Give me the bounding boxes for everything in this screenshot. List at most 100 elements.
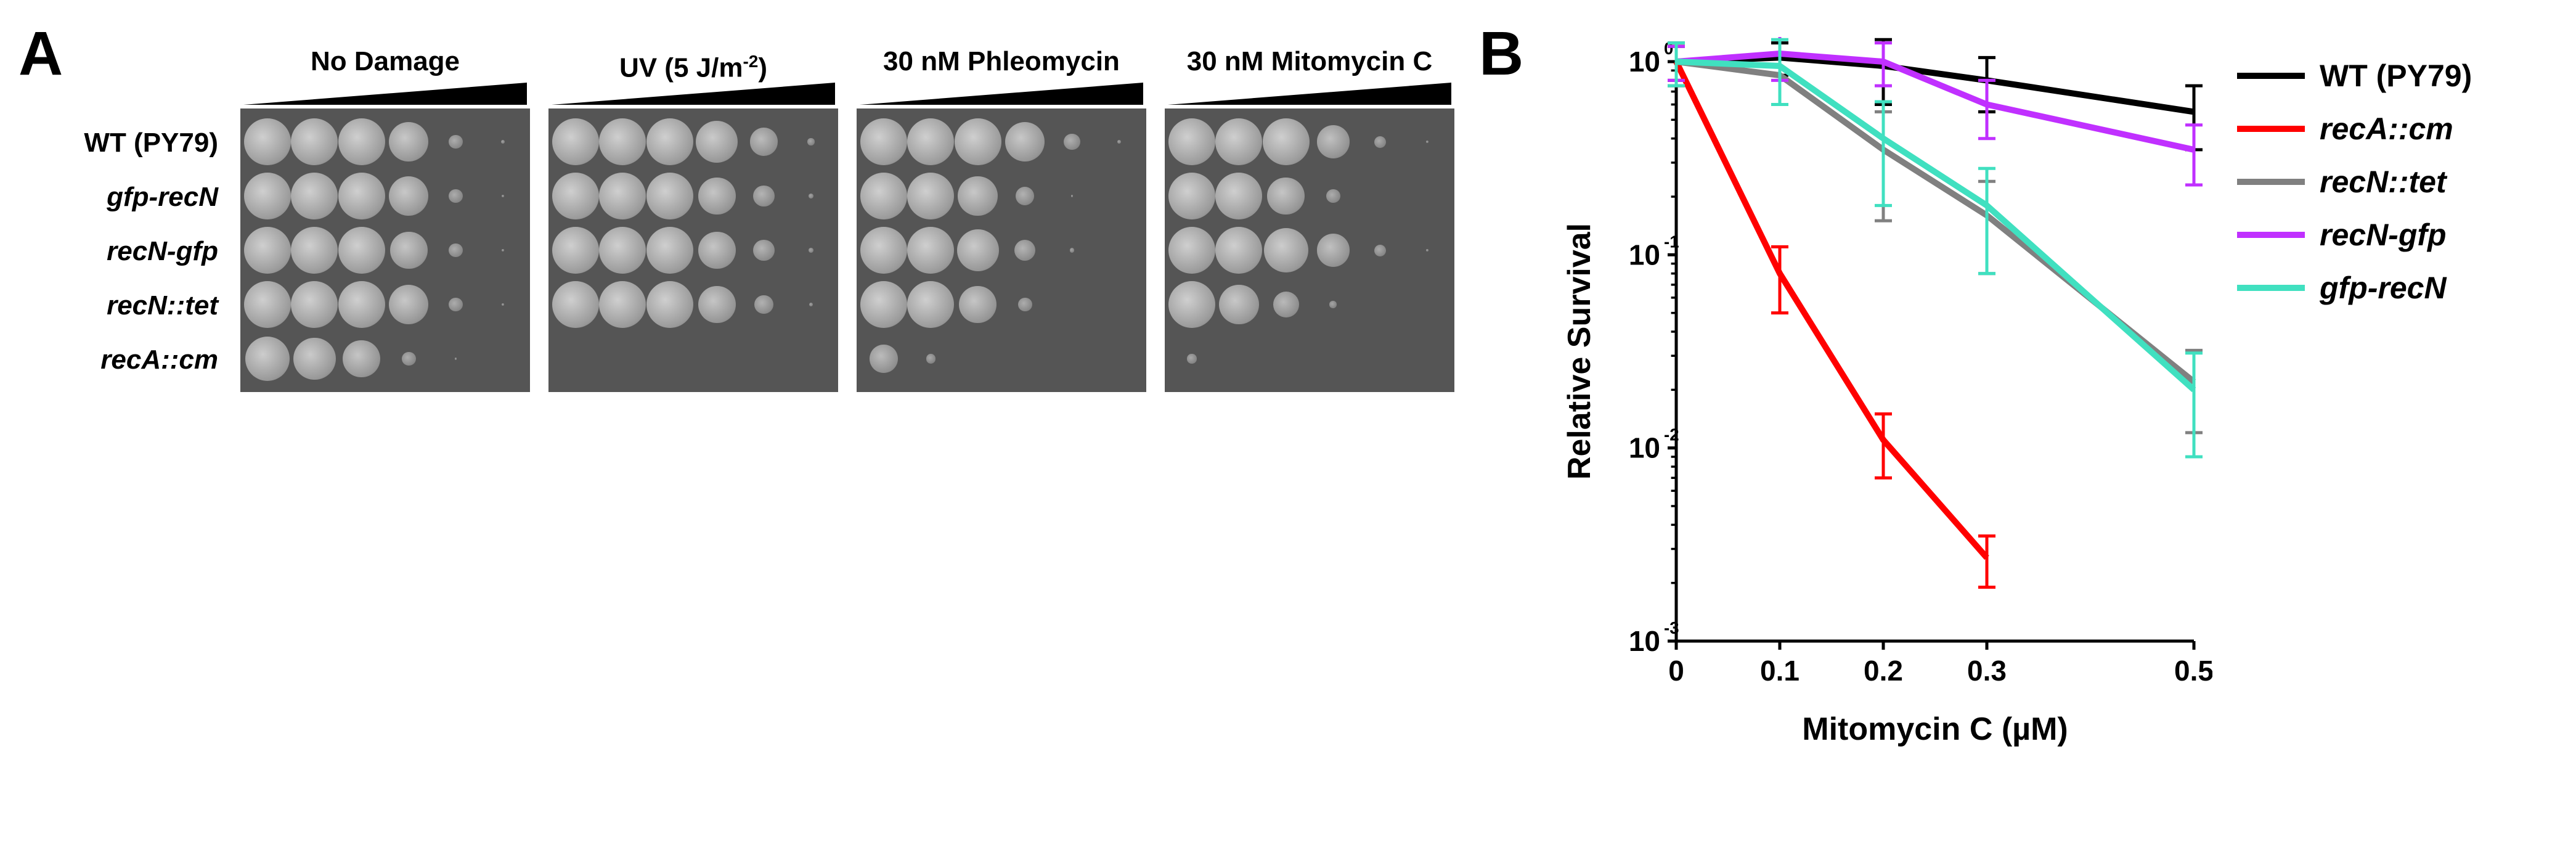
colony-spot (502, 195, 505, 198)
colony-spot (389, 285, 429, 325)
colony-spot (1215, 118, 1262, 165)
panel-b-label: B (1479, 18, 1523, 89)
colony-spot (338, 173, 385, 219)
colony-spot (245, 337, 290, 381)
spot-plate (857, 108, 1146, 392)
colony-spot (1374, 245, 1386, 256)
colony-spot (1219, 285, 1259, 325)
colony-spot (1317, 234, 1350, 266)
colony-spot (1016, 187, 1034, 205)
legend-label: gfp-recN (2320, 270, 2447, 306)
svg-text:10: 10 (1629, 625, 1660, 657)
legend-swatch-icon (2237, 232, 2305, 238)
colony-spot (1168, 227, 1215, 274)
colony-spot (449, 298, 463, 312)
svg-text:0.5: 0.5 (2174, 655, 2212, 687)
spot-plate (1165, 108, 1454, 392)
strain-label: recN-gfp (12, 224, 228, 279)
treatment-column: 30 nM Phleomycin (857, 43, 1146, 392)
svg-text:10: 10 (1629, 239, 1660, 271)
colony-spot (1117, 140, 1121, 144)
colony-spot (1070, 248, 1075, 253)
colony-spot (1005, 122, 1045, 162)
plate-row (1168, 334, 1451, 383)
colony-spot (646, 173, 693, 219)
colony-spot (449, 135, 463, 149)
legend-item: WT (PY79) (2237, 49, 2472, 102)
colony-spot (1018, 298, 1032, 312)
colony-spot (926, 354, 935, 363)
colony-spot (1264, 228, 1308, 272)
colony-spot (753, 186, 774, 207)
colony-spot (907, 281, 954, 328)
spot-plate (548, 108, 838, 392)
strain-label: recA::cm (12, 333, 228, 387)
legend-swatch-icon (2237, 285, 2305, 291)
colony-spot (552, 227, 599, 274)
dilution-wedge-icon (860, 83, 1143, 105)
colony-spot (291, 118, 338, 165)
plate-row (1168, 171, 1451, 221)
colony-spot (807, 138, 814, 145)
colony-spot (907, 227, 954, 274)
colony-spot (293, 338, 335, 380)
colony-spot (957, 229, 999, 271)
plate-row (860, 334, 1143, 383)
svg-text:Mitomycin C (µM): Mitomycin C (µM) (1802, 711, 2068, 747)
svg-text:0: 0 (1668, 655, 1684, 687)
colony-spot (291, 173, 338, 219)
colony-spot (698, 232, 736, 269)
colony-spot (1273, 292, 1299, 317)
panel-a-row-labels: WT (PY79)gfp-recNrecN-gfprecN::tetrecA::… (12, 116, 228, 387)
colony-spot (599, 227, 646, 274)
plate-row (1168, 117, 1451, 166)
colony-spot (1374, 136, 1386, 148)
legend-item: gfp-recN (2237, 261, 2472, 314)
legend-item: recN-gfp (2237, 208, 2472, 261)
colony-spot (958, 176, 998, 216)
survival-chart: 10-310-210-110000.10.20.30.5Mitomycin C … (1559, 37, 2212, 764)
colony-spot (291, 281, 338, 328)
treatment-column: No Damage (240, 43, 530, 392)
colony-spot (390, 232, 428, 269)
legend-item: recN::tet (2237, 155, 2472, 208)
plate-row (244, 280, 526, 329)
dilution-wedge-icon (1168, 83, 1451, 105)
colony-spot (1168, 118, 1215, 165)
treatment-title: No Damage (240, 43, 530, 80)
strain-label: WT (PY79) (12, 116, 228, 170)
colony-spot (1263, 118, 1310, 165)
colony-spot (1187, 354, 1196, 363)
plate-row (860, 226, 1143, 275)
colony-spot (754, 295, 773, 314)
plate-row (552, 280, 834, 329)
treatment-column: 30 nM Mitomycin C (1165, 43, 1454, 392)
colony-spot (809, 303, 813, 306)
colony-spot (1215, 227, 1262, 274)
colony-spot (338, 227, 385, 274)
colony-spot (599, 118, 646, 165)
colony-spot (1426, 141, 1429, 144)
plate-row (552, 171, 834, 221)
colony-spot (1426, 249, 1429, 252)
colony-spot (1071, 195, 1074, 197)
colony-spot (860, 281, 907, 328)
colony-spot (698, 286, 736, 324)
legend-label: recN::tet (2320, 164, 2447, 200)
plate-row (1168, 280, 1451, 329)
chart-legend: WT (PY79)recA::cmrecN::tetrecN-gfpgfp-re… (2237, 49, 2472, 314)
colony-spot (907, 118, 954, 165)
colony-spot (244, 173, 291, 219)
svg-text:0.1: 0.1 (1760, 655, 1800, 687)
colony-spot (599, 281, 646, 328)
colony-spot (244, 118, 291, 165)
colony-spot (402, 352, 416, 366)
colony-spot (244, 227, 291, 274)
colony-spot (502, 303, 505, 306)
colony-spot (552, 118, 599, 165)
treatment-title: 30 nM Mitomycin C (1165, 43, 1454, 80)
colony-spot (907, 173, 954, 219)
colony-spot (1064, 134, 1080, 150)
legend-swatch-icon (2237, 73, 2305, 79)
plate-row (860, 280, 1143, 329)
